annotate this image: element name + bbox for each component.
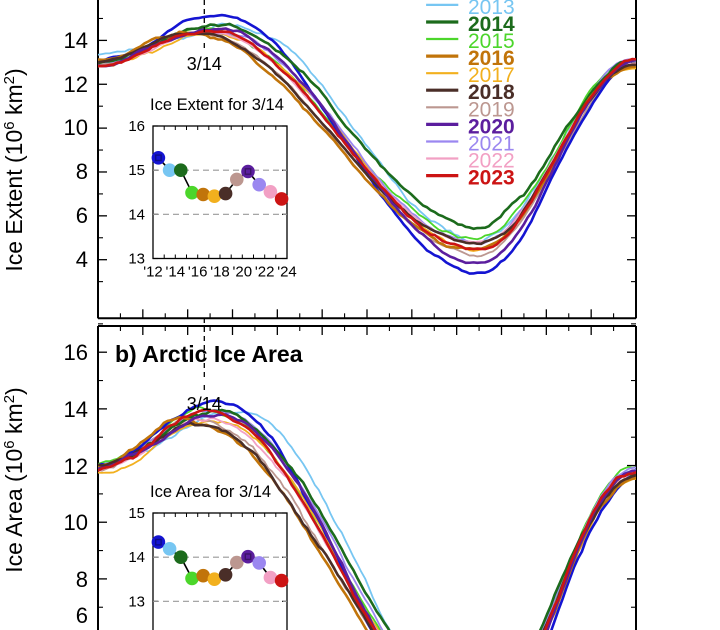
svg-text:Ice Area for 3/14: Ice Area for 3/14 xyxy=(150,483,271,501)
svg-text:10: 10 xyxy=(64,115,88,140)
svg-text:Ice Area (106 km2): Ice Area (106 km2) xyxy=(1,387,28,572)
svg-text:4: 4 xyxy=(76,247,88,272)
svg-text:16: 16 xyxy=(128,118,145,135)
svg-text:'20: '20 xyxy=(233,264,253,281)
svg-text:14: 14 xyxy=(128,206,145,223)
svg-text:2023: 2023 xyxy=(468,167,515,190)
svg-text:'24: '24 xyxy=(277,264,297,281)
svg-text:b) Arctic Ice Area: b) Arctic Ice Area xyxy=(115,341,303,367)
svg-text:15: 15 xyxy=(128,162,145,179)
svg-text:3/14: 3/14 xyxy=(187,54,222,74)
svg-text:Ice Extent for 3/14: Ice Extent for 3/14 xyxy=(150,96,284,114)
svg-text:12: 12 xyxy=(64,454,88,479)
svg-text:'18: '18 xyxy=(210,264,230,281)
svg-text:8: 8 xyxy=(76,159,88,184)
svg-text:'22: '22 xyxy=(255,264,275,281)
svg-text:10: 10 xyxy=(64,510,88,535)
svg-text:8: 8 xyxy=(76,567,88,592)
svg-text:15: 15 xyxy=(128,505,145,522)
svg-text:14: 14 xyxy=(128,549,145,566)
svg-text:16: 16 xyxy=(64,340,88,365)
svg-text:Ice Extent (106 km2): Ice Extent (106 km2) xyxy=(1,68,28,271)
svg-text:'12: '12 xyxy=(143,264,163,281)
svg-text:6: 6 xyxy=(76,603,88,628)
svg-text:'16: '16 xyxy=(188,264,208,281)
svg-text:14: 14 xyxy=(64,28,88,53)
svg-text:3/14: 3/14 xyxy=(187,394,222,414)
svg-text:13: 13 xyxy=(128,593,145,610)
svg-text:'14: '14 xyxy=(166,264,186,281)
svg-text:6: 6 xyxy=(76,203,88,228)
svg-text:14: 14 xyxy=(64,397,88,422)
svg-text:12: 12 xyxy=(64,72,88,97)
